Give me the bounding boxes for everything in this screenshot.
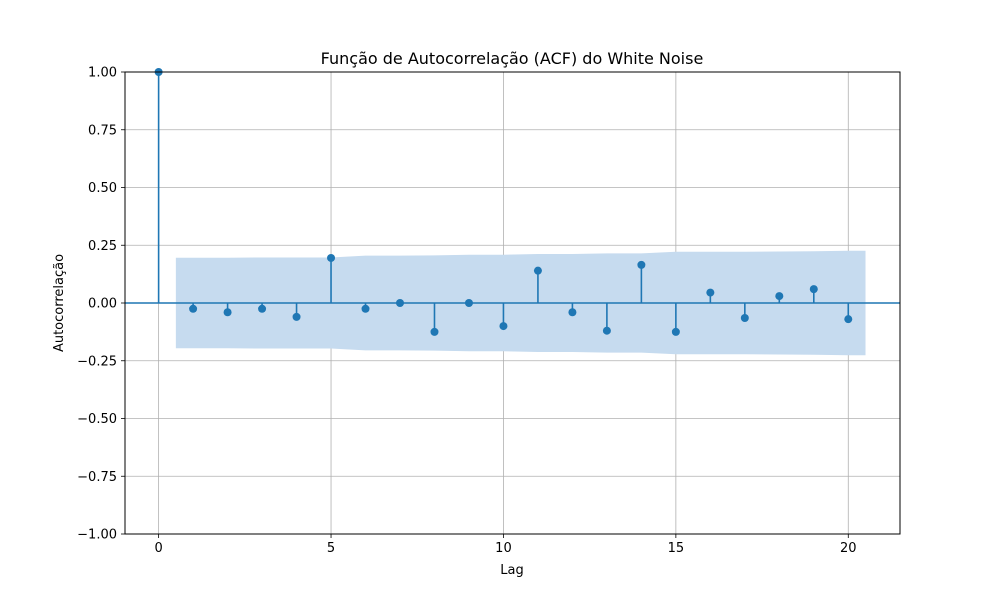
acf-point	[499, 322, 508, 331]
acf-point	[327, 253, 336, 262]
acf-point	[361, 304, 370, 313]
acf-point	[568, 308, 577, 317]
x-axis-label: Lag	[500, 563, 523, 578]
acf-point	[292, 312, 301, 321]
y-tick-label: −0.50	[77, 412, 117, 427]
acf-point	[706, 288, 715, 297]
acf-point	[533, 266, 542, 275]
axis-ticks: 0 5 10 15 20 −1.00 −0.75 −0.50 −0.25 0.00 0.25 0.50…	[77, 66, 856, 557]
y-tick-label: 1.00	[88, 66, 117, 81]
acf-point	[223, 308, 232, 317]
acf-point	[637, 260, 646, 269]
y-tick-label: 0.00	[88, 297, 117, 312]
acf-point	[189, 304, 198, 313]
x-tick-label: 20	[840, 541, 857, 556]
x-tick-label: 5	[327, 541, 335, 556]
acf-point	[430, 327, 439, 336]
chart-title: Função de Autocorrelação (ACF) do White …	[321, 49, 704, 68]
y-axis-label: Autocorrelação	[52, 254, 67, 352]
acf-point	[258, 304, 267, 313]
y-tick-label: −1.00	[77, 528, 117, 543]
acf-point	[844, 315, 853, 324]
y-tick-label: 0.25	[88, 239, 117, 254]
x-tick-label: 10	[495, 541, 512, 556]
y-tick-label: −0.25	[77, 354, 117, 369]
x-tick-label: 0	[154, 541, 162, 556]
acf-point	[740, 314, 749, 323]
acf-point	[809, 285, 818, 294]
x-tick-label: 15	[668, 541, 685, 556]
y-tick-label: −0.75	[77, 470, 117, 485]
y-tick-label: 0.50	[88, 181, 117, 196]
y-tick-label: 0.75	[88, 123, 117, 138]
acf-point	[671, 327, 680, 336]
acf-point	[464, 299, 473, 307]
acf-point	[602, 326, 611, 335]
acf-point	[775, 292, 784, 301]
acf-point	[396, 299, 404, 307]
